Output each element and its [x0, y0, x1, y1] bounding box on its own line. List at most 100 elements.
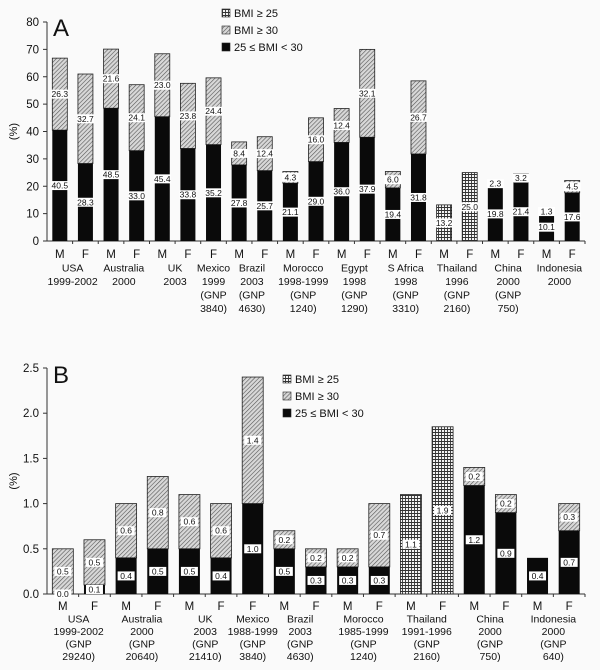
sex-label: M [280, 601, 290, 613]
group-label: (GNP [495, 290, 521, 302]
group-label: (GNP [66, 639, 92, 651]
sex-label: F [566, 601, 573, 613]
group-label: (GNP [341, 290, 367, 302]
group-label: 2003 [288, 626, 312, 638]
group-label: 2160) [443, 303, 470, 315]
group-label: (GNP [540, 639, 566, 651]
group-label: 1998 [343, 276, 367, 288]
group-label: UK [198, 614, 213, 626]
data-label: 0.3 [563, 512, 575, 522]
data-label: 33.8 [180, 190, 197, 200]
group-label: (GNP [239, 290, 265, 302]
data-label: 0.1 [89, 584, 101, 594]
group-label: 3310) [392, 303, 419, 315]
data-label: 23.0 [154, 80, 171, 90]
group-label: Australia [103, 263, 144, 275]
data-label-box [153, 80, 171, 90]
data-label: 48.5 [103, 170, 120, 180]
data-label: 0.5 [57, 566, 69, 576]
data-label-box [76, 197, 94, 207]
sex-label: F [517, 249, 524, 261]
data-label-box [179, 190, 197, 200]
data-label: 36.0 [333, 187, 350, 197]
data-label-box [563, 182, 581, 192]
data-label: 19.8 [487, 209, 504, 219]
sex-label: M [542, 249, 552, 261]
legend-swatch [282, 408, 292, 418]
data-label: 0.7 [373, 530, 385, 540]
y-tick-label: 0.5 [23, 544, 39, 556]
data-label-box [563, 212, 581, 222]
group-label: S Africa [388, 263, 424, 275]
group-label: 1991-1996 [402, 626, 452, 638]
group-label: 2003 [194, 626, 218, 638]
data-label: 3.2 [515, 173, 527, 183]
group-label: 1999-2002 [48, 276, 98, 288]
data-label-box [281, 172, 299, 182]
data-label-box [76, 114, 94, 124]
data-label-box [307, 575, 325, 585]
data-label-box [497, 548, 515, 558]
group-label: 21410) [189, 651, 222, 663]
y-tick-label: 2.5 [23, 363, 39, 375]
group-label: Morocco [283, 263, 323, 275]
group-label: (GNP [240, 639, 266, 651]
group-label: 2000 [496, 276, 520, 288]
data-label: 10.1 [538, 222, 555, 232]
group-label: 1240) [290, 303, 317, 315]
data-label: 8.4 [233, 148, 245, 158]
data-label-box [486, 179, 504, 189]
y-tick-label: 0 [33, 236, 39, 248]
data-label-box [244, 544, 262, 554]
group-label: 1999-2002 [54, 626, 104, 638]
sex-label: M [533, 601, 543, 613]
group-label: 750) [480, 651, 501, 663]
data-label-box [370, 530, 388, 540]
data-label: 12.4 [333, 120, 350, 130]
data-label: 0.4 [532, 571, 544, 581]
group-label: 4630) [239, 303, 266, 315]
legend-swatch [221, 25, 231, 35]
sex-label: F [133, 249, 140, 261]
group-label: 640) [543, 651, 564, 663]
data-label-box [54, 566, 72, 576]
data-label-box [275, 535, 293, 545]
data-label-box [54, 589, 72, 599]
data-label: 0.5 [278, 566, 290, 576]
group-label: 1985-1999 [338, 626, 388, 638]
sex-label: M [439, 249, 449, 261]
data-label-box [512, 173, 530, 183]
group-label: (GNP [350, 639, 376, 651]
sex-label: F [312, 601, 319, 613]
data-label: 1.3 [541, 207, 553, 217]
data-label: 1.4 [247, 435, 259, 445]
sex-label: F [569, 249, 576, 261]
group-label: (GNP [414, 639, 440, 651]
data-label: 1.1 [405, 539, 417, 549]
data-label: 0.4 [215, 571, 227, 581]
data-label-box [212, 526, 230, 536]
data-label: 33.0 [128, 191, 145, 201]
group-label: 1998 [394, 276, 418, 288]
legend-label: BMI ≥ 30 [295, 391, 339, 403]
y-axis-label: (%) [8, 472, 20, 489]
data-label: 0.5 [152, 566, 164, 576]
data-label-box [212, 571, 230, 581]
sex-label: M [185, 601, 195, 613]
sex-label: F [364, 249, 371, 261]
y-tick-label: 60 [26, 72, 39, 84]
y-tick-label: 1.0 [23, 499, 39, 511]
data-label-box [307, 196, 325, 206]
sex-label: F [210, 249, 217, 261]
group-label: Thailand [407, 614, 447, 626]
data-label: 19.4 [385, 209, 402, 219]
data-label: 0.2 [310, 553, 322, 563]
group-label: China [476, 614, 504, 626]
group-label: 3840) [239, 651, 266, 663]
legend-swatch [221, 42, 231, 52]
data-label: 37.9 [359, 184, 376, 194]
data-label-box [275, 566, 293, 576]
legend-swatch [221, 8, 231, 18]
data-label: 0.3 [342, 575, 354, 585]
